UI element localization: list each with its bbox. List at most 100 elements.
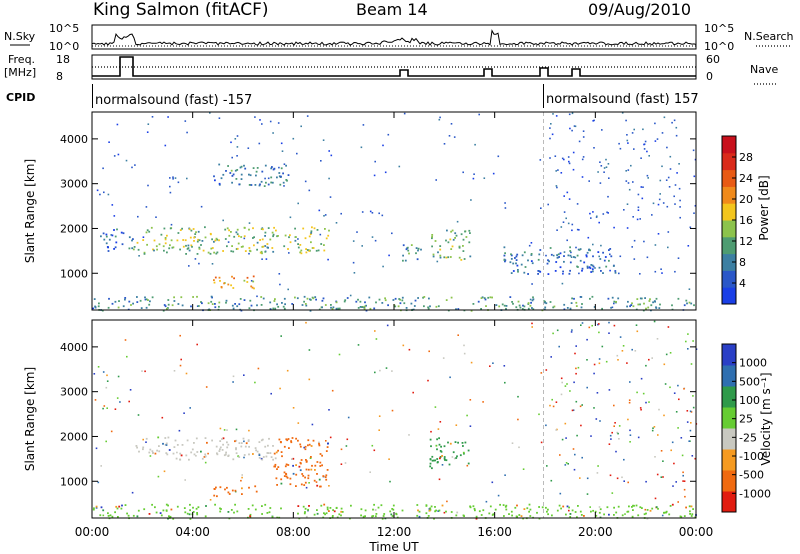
feature-cell [326,508,329,511]
feature-cell [100,506,103,509]
feature-cell [417,249,419,252]
scatter-cell [568,113,571,116]
feature-cell [499,503,501,506]
scatter-cell [591,324,593,327]
feature-cell [316,484,319,487]
scatter-cell [149,455,152,457]
feature-cell [501,303,504,306]
feature-cell [468,229,471,232]
feature-cell [162,309,165,312]
feature-cell [252,280,255,283]
scatter-cell [296,152,298,155]
scatter-cell [616,477,619,480]
feature-cell [309,233,312,235]
scatter-cell [693,212,695,214]
feature-cell [154,452,157,455]
scatter-cell [673,119,676,122]
feature-cell [546,262,549,265]
feature-cell [261,438,264,441]
feature-cell [181,304,184,307]
scatter-cell [403,112,406,115]
scatter-cell [110,234,112,236]
scatter-cell [626,362,628,364]
scatter-cell [281,150,284,152]
scatter-cell [439,421,442,423]
feature-cell [504,252,506,255]
scatter-cell [428,350,430,353]
feature-cell [519,306,522,309]
scatter-cell [545,424,547,427]
feature-cell [694,516,697,519]
scatter-cell [672,485,674,487]
feature-cell [462,250,465,252]
feature-cell [590,510,592,513]
feature-cell [251,504,254,507]
scatter-cell [586,493,589,495]
scatter-cell [633,148,635,150]
scatter-cell [126,355,128,358]
scatter-cell [474,143,476,146]
feature-cell [167,307,169,309]
scatter-cell [639,218,641,220]
feature-cell [431,467,433,470]
scatter-cell [637,193,640,196]
feature-cell [292,472,295,475]
feature-cell [547,259,549,262]
feature-cell [430,505,433,508]
feature-cell [295,473,298,476]
scatter-cell [113,215,116,217]
feature-cell [410,244,413,246]
feature-cell [307,508,309,511]
scatter-cell [378,429,380,431]
scatter-cell [618,438,620,440]
feature-cell [215,252,218,255]
feature-cell [685,506,687,509]
scatter-cell [254,381,256,384]
feature-cell [577,266,579,268]
feature-cell [194,233,197,235]
scatter-cell [648,358,650,361]
feature-cell [213,279,215,281]
feature-cell [291,437,294,439]
scatter-cell [628,188,631,191]
feature-cell [573,256,575,258]
feature-cell [132,302,134,305]
feature-cell [210,300,213,303]
scatter-cell [643,240,645,243]
feature-cell [160,514,163,517]
feature-cell [399,298,401,301]
feature-cell [601,307,603,310]
feature-cell [461,442,464,444]
feature-cell [473,507,476,510]
feature-cell [213,240,215,243]
feature-cell [510,254,513,257]
feature-cell [149,448,152,451]
feature-cell [458,246,461,249]
feature-cell [413,305,416,307]
feature-cell [570,302,573,304]
scatter-cell [381,214,384,217]
scatter-cell [593,407,595,409]
scatter-cell [581,404,583,406]
feature-cell [227,511,230,513]
feature-cell [269,452,272,454]
scatter-cell [570,331,573,333]
feature-cell [321,464,323,467]
scatter-cell [658,198,661,201]
colorbar-tick-label: -100 [739,450,764,463]
feature-cell [610,306,612,309]
feature-cell [168,247,171,250]
feature-cell [259,251,262,254]
feature-cell [256,241,259,244]
feature-cell [262,456,265,458]
feature-cell [226,245,228,248]
scatter-cell [561,381,563,384]
feature-cell [127,514,130,517]
scatter-cell [622,345,625,347]
scatter-cell [590,435,592,437]
feature-cell [226,227,229,230]
feature-cell [685,299,688,302]
feature-cell [185,253,187,255]
scatter-cell [597,323,599,326]
feature-cell [269,308,272,311]
